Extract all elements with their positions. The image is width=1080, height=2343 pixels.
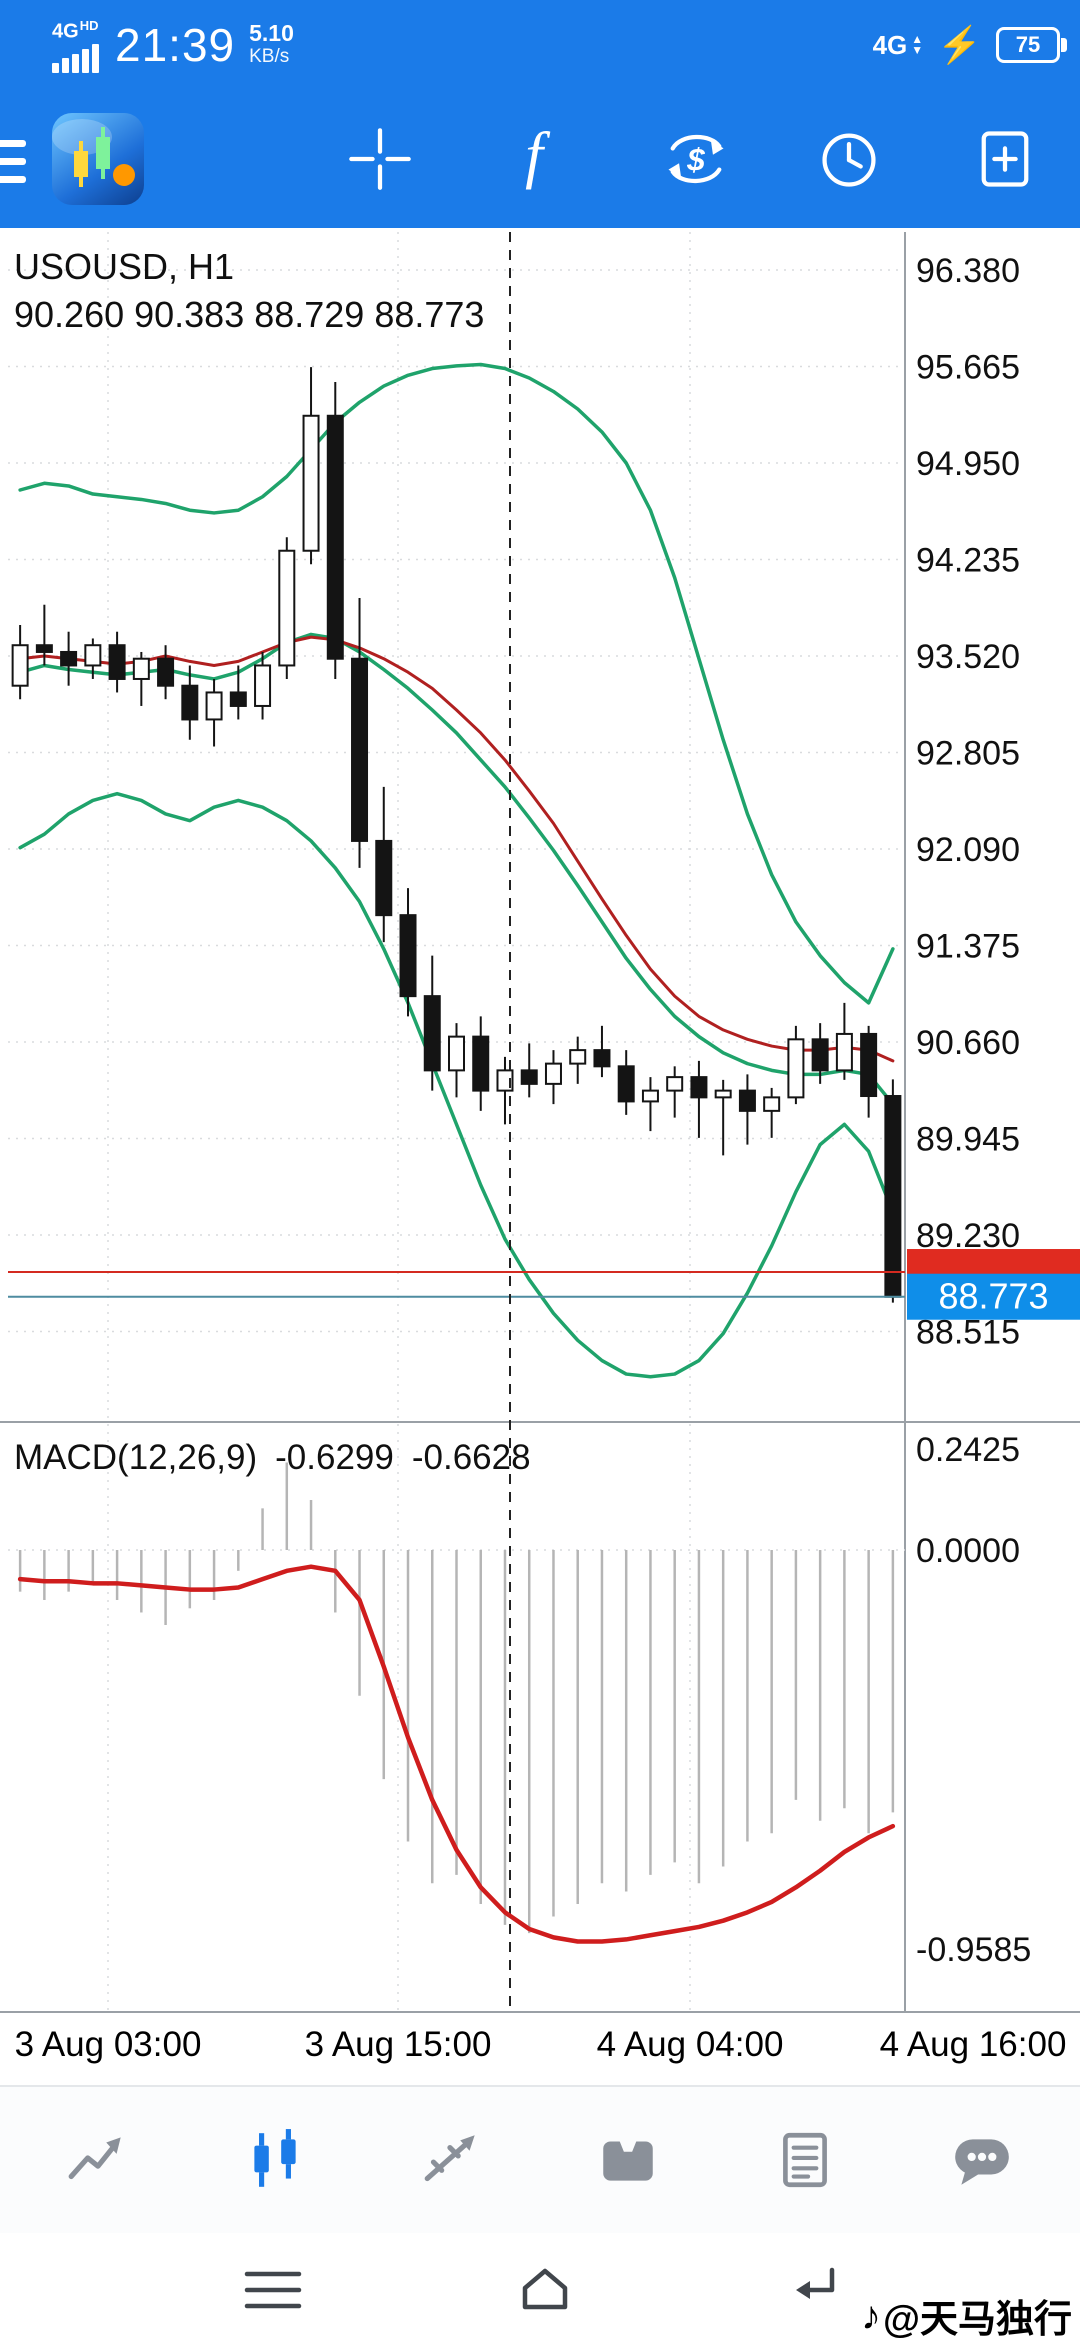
signal-strength-icon: 4GHD [52, 17, 99, 74]
nav-menu-button[interactable] [241, 2258, 305, 2322]
price-axis-label: 91.375 [916, 928, 1020, 966]
chat-button[interactable] [922, 2100, 1042, 2220]
symbol-timeframe-label: USOUSD, H1 [14, 246, 235, 287]
price-axis-label: 94.235 [916, 542, 1020, 580]
history-button[interactable] [809, 119, 889, 199]
app-toolbar: f $ [0, 90, 1080, 228]
price-axis-label: 89.945 [916, 1121, 1020, 1159]
crosshair-icon [349, 128, 411, 190]
objects-button[interactable] [38, 2100, 158, 2220]
status-bar: 4GHD 21:39 5.10 KB/s 4G ▲ ▼ ⚡ 75 [0, 0, 1080, 90]
app-logo-art [52, 119, 135, 187]
nav-home-icon [522, 2268, 568, 2310]
objects-arrow-icon [68, 2137, 122, 2180]
clock-time: 21:39 [115, 19, 236, 71]
time-axis-label: 3 Aug 03:00 [14, 2025, 202, 2064]
price-axis-label: 88.515 [916, 1314, 1020, 1352]
charging-bolt-icon: ⚡ [937, 24, 982, 65]
svg-text:$: $ [686, 142, 705, 178]
network-badge: 4GHD [52, 17, 99, 43]
macd-axis-label: 0.0000 [916, 1532, 1020, 1570]
chat-icon [954, 2139, 1009, 2185]
network-speed: 5.10 KB/s [249, 20, 294, 68]
nav-back-icon [796, 2267, 835, 2299]
macd-title: MACD(12,26,9) [14, 1438, 258, 1477]
chart-toolbar [0, 2085, 1080, 2233]
orders-tray-icon [603, 2141, 654, 2181]
nav-home-button[interactable] [513, 2258, 577, 2322]
price-axis-label: 90.660 [916, 1024, 1020, 1062]
trade-button[interactable]: $ [656, 119, 736, 199]
price-axis-label: 92.805 [916, 735, 1020, 773]
news-button[interactable] [745, 2100, 865, 2220]
data-arrows-icon: ▲ ▼ [911, 32, 924, 57]
app-logo[interactable] [52, 113, 144, 205]
macd-main-value: -0.6299 [275, 1438, 394, 1477]
time-axis: 3 Aug 03:00 3 Aug 15:00 4 Aug 04:00 4 Aug 1… [0, 2013, 1080, 2083]
time-axis-label: 4 Aug 16:00 [879, 2025, 1067, 2064]
candlestick-chart-icon [254, 2129, 296, 2187]
indicators-button[interactable]: f [494, 119, 574, 199]
macd-axis-label: -0.9585 [916, 1931, 1031, 1969]
orders-button[interactable] [568, 2100, 688, 2220]
nav-menu-icon [244, 2271, 302, 2309]
price-axis-label: 93.520 [916, 638, 1020, 676]
price-axis-label: 96.380 [916, 252, 1020, 290]
macd-axis-label: 0.2425 [916, 1431, 1020, 1469]
candlestick-chart-button[interactable] [215, 2100, 335, 2220]
news-icon [783, 2132, 827, 2188]
menu-icon[interactable] [0, 129, 26, 194]
price-axis-label: 95.665 [916, 349, 1020, 387]
bid-price-tag [907, 1273, 1080, 1320]
price-axis-label: 92.090 [916, 831, 1020, 869]
new-order-button[interactable] [965, 119, 1045, 199]
macd-indicator-label: MACD(12,26,9) -0.6299 -0.6628 [14, 1438, 531, 1478]
music-note-icon: ♪ [860, 2293, 881, 2338]
price-axis-label: 89.230 [916, 1217, 1020, 1255]
battery-indicator: 75 [996, 27, 1067, 63]
watermark: ♪ @天马独行 [860, 2293, 1072, 2342]
time-axis-label: 3 Aug 15:00 [304, 2025, 492, 2064]
macd-signal-value: -0.6628 [411, 1438, 531, 1477]
trendline-button[interactable] [392, 2100, 512, 2220]
history-clock-icon [822, 133, 876, 187]
signal-bars-icon [52, 43, 99, 74]
indicator-function-icon: f [525, 119, 543, 190]
ohlc-values: 90.260 90.383 88.729 88.773 [14, 294, 485, 335]
status-right-group: 4G ▲ ▼ ⚡ 75 [872, 24, 1067, 65]
current-price-value: 88.773 [938, 1276, 1048, 1317]
system-navbar [0, 2240, 1080, 2340]
time-axis-label: 4 Aug 04:00 [596, 2025, 784, 2064]
trade-currency-icon: $ [668, 134, 724, 184]
nav-back-button[interactable] [786, 2258, 850, 2322]
price-axis-label: 94.950 [916, 445, 1020, 483]
new-order-icon [981, 131, 1029, 187]
mobile-data-icon: 4G ▲ ▼ [872, 29, 924, 60]
crosshair-button[interactable] [340, 119, 420, 199]
trendline-icon [424, 2135, 475, 2182]
